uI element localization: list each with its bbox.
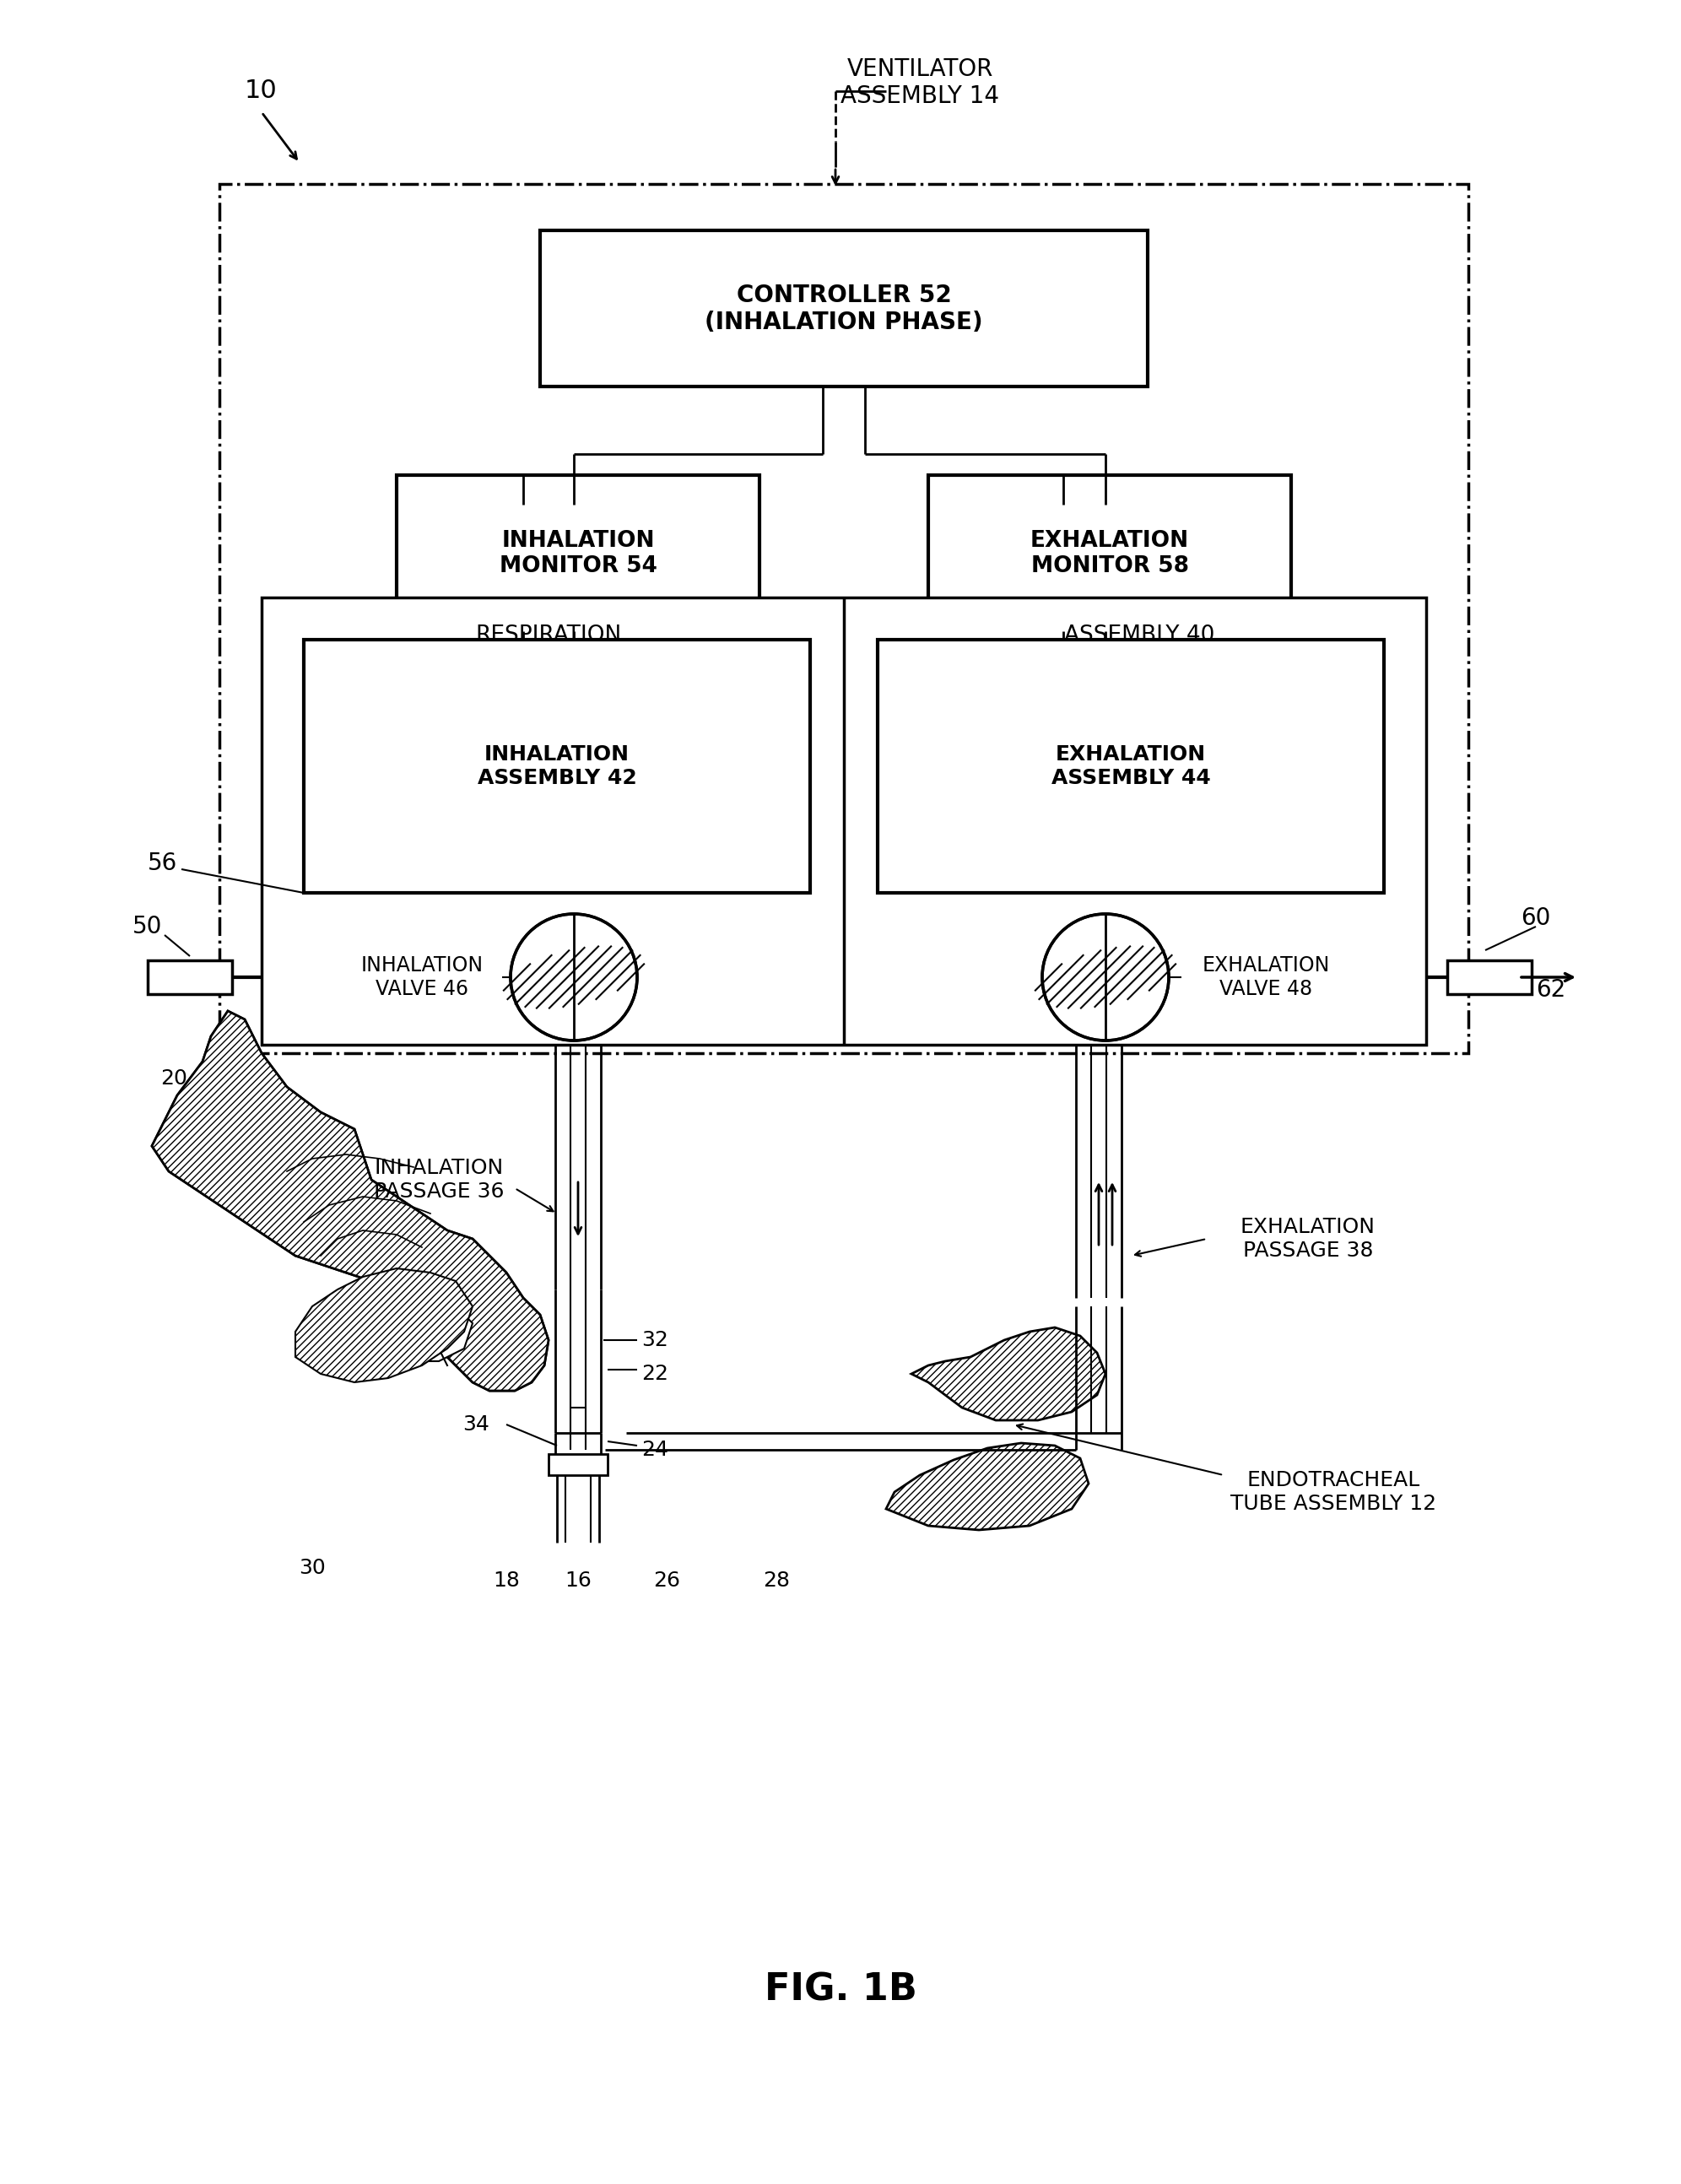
Bar xyxy=(397,476,760,631)
Text: EXHALATION
PASSAGE 38: EXHALATION PASSAGE 38 xyxy=(1241,1216,1375,1260)
Polygon shape xyxy=(355,1297,472,1361)
Text: CONTROLLER 52
(INHALATION PHASE): CONTROLLER 52 (INHALATION PHASE) xyxy=(704,284,983,334)
Text: INHALATION
ASSEMBLY 42: INHALATION ASSEMBLY 42 xyxy=(477,745,637,788)
Bar xyxy=(262,598,1425,1044)
Bar xyxy=(548,1455,607,1474)
Text: 24: 24 xyxy=(642,1439,669,1459)
Polygon shape xyxy=(296,1269,472,1382)
Bar xyxy=(220,183,1468,1053)
Text: EXHALATION
VALVE 48: EXHALATION VALVE 48 xyxy=(1202,954,1330,998)
Text: ENDOTRACHEAL
TUBE ASSEMBLY 12: ENDOTRACHEAL TUBE ASSEMBLY 12 xyxy=(1230,1470,1436,1514)
Text: 56: 56 xyxy=(148,852,178,876)
Text: RESPIRATION: RESPIRATION xyxy=(476,625,622,646)
Polygon shape xyxy=(151,1011,548,1391)
Text: 22: 22 xyxy=(642,1363,669,1385)
Polygon shape xyxy=(151,1011,548,1391)
Bar xyxy=(304,640,810,893)
Text: EXHALATION
MONITOR 58: EXHALATION MONITOR 58 xyxy=(1030,531,1188,577)
Text: 20: 20 xyxy=(160,1068,187,1088)
Bar xyxy=(928,476,1291,631)
Text: 50: 50 xyxy=(133,915,163,939)
Bar xyxy=(1447,961,1531,994)
Text: 34: 34 xyxy=(462,1415,489,1435)
Circle shape xyxy=(511,913,637,1040)
Text: 10: 10 xyxy=(245,79,277,103)
Bar xyxy=(148,961,232,994)
Text: ASSEMBLY 40: ASSEMBLY 40 xyxy=(1064,625,1214,646)
Text: 32: 32 xyxy=(642,1330,669,1350)
Text: 28: 28 xyxy=(763,1570,790,1590)
Text: 60: 60 xyxy=(1521,906,1552,930)
Text: 16: 16 xyxy=(565,1570,592,1590)
Text: INHALATION
VALVE 46: INHALATION VALVE 46 xyxy=(361,954,482,998)
Text: VENTILATOR
ASSEMBLY 14: VENTILATOR ASSEMBLY 14 xyxy=(840,57,999,109)
Polygon shape xyxy=(886,1444,1089,1531)
Polygon shape xyxy=(911,1328,1106,1420)
Text: INHALATION
PASSAGE 36: INHALATION PASSAGE 36 xyxy=(373,1158,504,1201)
Text: INHALATION
MONITOR 54: INHALATION MONITOR 54 xyxy=(499,531,657,577)
Text: 18: 18 xyxy=(493,1570,519,1590)
Text: 62: 62 xyxy=(1536,978,1565,1002)
Text: 26: 26 xyxy=(654,1570,681,1590)
Bar xyxy=(877,640,1383,893)
Circle shape xyxy=(1042,913,1168,1040)
Text: FIG. 1B: FIG. 1B xyxy=(765,1972,916,2007)
Text: 30: 30 xyxy=(299,1557,326,1579)
Text: EXHALATION
ASSEMBLY 44: EXHALATION ASSEMBLY 44 xyxy=(1051,745,1210,788)
Bar xyxy=(540,229,1148,387)
